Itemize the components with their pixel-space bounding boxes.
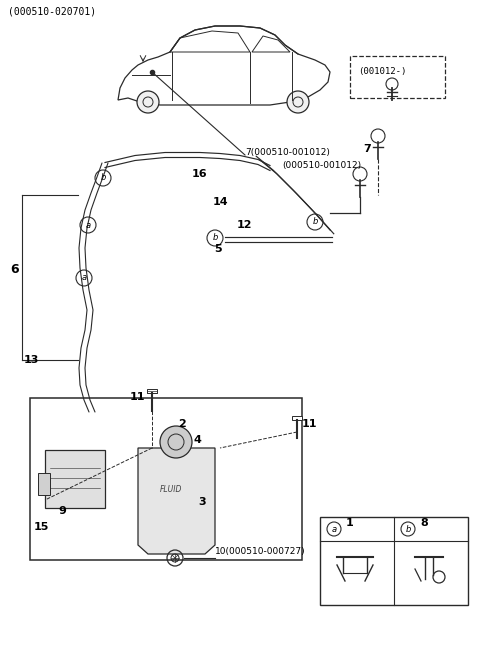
Text: 2: 2	[178, 419, 186, 429]
Text: 7: 7	[363, 144, 371, 154]
Text: 1: 1	[346, 518, 354, 528]
Text: 13: 13	[24, 355, 39, 365]
Text: 11: 11	[130, 392, 145, 402]
Text: 6: 6	[10, 263, 19, 276]
Text: 5: 5	[214, 244, 222, 254]
Text: 12: 12	[237, 220, 252, 230]
Circle shape	[137, 91, 159, 113]
Circle shape	[401, 522, 415, 536]
Text: a: a	[85, 221, 91, 229]
Polygon shape	[138, 448, 215, 554]
Text: 15: 15	[34, 522, 49, 532]
Text: 4: 4	[194, 435, 202, 445]
Circle shape	[95, 170, 111, 186]
Text: 7(000510-001012): 7(000510-001012)	[245, 148, 330, 157]
Text: (000510-001012): (000510-001012)	[282, 161, 361, 170]
Bar	[45, 450, 105, 508]
Circle shape	[287, 91, 309, 113]
Bar	[38, 473, 50, 495]
Bar	[30, 398, 302, 560]
Text: 14: 14	[213, 197, 228, 207]
Text: b: b	[312, 217, 318, 227]
Text: b: b	[100, 174, 106, 183]
Text: 10(000510-000727): 10(000510-000727)	[215, 547, 306, 556]
Circle shape	[80, 217, 96, 233]
Text: 9: 9	[58, 506, 66, 516]
Text: a: a	[331, 525, 336, 534]
Text: (000510-020701): (000510-020701)	[8, 6, 96, 16]
Polygon shape	[147, 389, 157, 393]
Text: a: a	[82, 274, 86, 282]
Text: 3: 3	[198, 497, 205, 507]
Circle shape	[160, 426, 192, 458]
Circle shape	[307, 214, 323, 230]
Text: b: b	[405, 525, 411, 534]
Text: 8: 8	[420, 518, 428, 528]
Polygon shape	[292, 416, 302, 420]
Text: b: b	[212, 233, 218, 242]
Circle shape	[207, 230, 223, 246]
Bar	[320, 517, 468, 605]
Circle shape	[327, 522, 341, 536]
Text: FLUID: FLUID	[160, 485, 182, 494]
Text: (001012-): (001012-)	[358, 67, 407, 76]
Circle shape	[76, 270, 92, 286]
Text: 11: 11	[302, 419, 317, 429]
Text: 16: 16	[192, 169, 208, 179]
